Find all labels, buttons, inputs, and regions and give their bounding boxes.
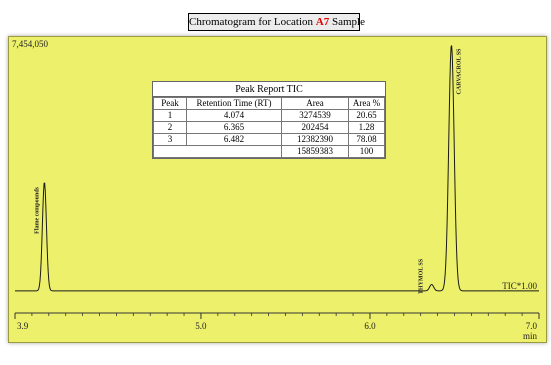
cell-total-area: 15859383 [281,145,349,158]
x-tick-label: 6.0 [364,321,376,331]
cell-total-blank [186,145,282,158]
chromatogram-frame: 7,454,050 3.9 5.0 6.0 7.0 Flame compounds TH… [8,36,547,343]
table-row: 2 6.365 202454 1.28 [153,121,385,134]
col-peak: Peak [153,97,187,110]
cell-peak: 1 [153,109,187,122]
cell-area: 3274539 [281,109,349,122]
cell-area-percent: 1.28 [348,121,385,134]
title-suffix: Sample [329,16,365,28]
cell-area: 202454 [281,121,349,134]
peak-label: CARVACROL SS [456,48,462,95]
series-label-tic: TIC*1.00 [502,281,537,291]
col-retention-time: Retention Time (RT) [186,97,282,110]
cell-total-percent: 100 [348,145,385,158]
x-tick-label: 3.9 [17,321,29,331]
table-row: 3 6.482 12382390 78.08 [153,133,385,146]
table-total-row: 15859383 100 [153,145,385,158]
peak-label: THYMOL SS [419,258,425,294]
cell-total-blank [153,145,187,158]
y-max-label: 7,454,050 [12,39,49,49]
cell-area: 12382390 [281,133,349,146]
cell-rt: 4.074 [186,109,282,122]
x-tick-label: 7.0 [526,321,538,331]
title-prefix: Chromatogram for Location [189,16,316,28]
x-axis-label: min [523,331,538,341]
col-area-percent: Area % [348,97,385,110]
col-area: Area [281,97,349,110]
title-location: A7 [315,16,330,28]
cell-rt: 6.365 [186,121,282,134]
tic-trace-line [15,45,539,292]
cell-rt: 6.482 [186,133,282,146]
chromatogram-plot: 7,454,050 3.9 5.0 6.0 7.0 Flame compounds TH… [12,39,540,341]
cell-peak: 3 [153,133,187,146]
peak-report-table: Peak Report TIC Peak Retention Time (RT)… [152,81,386,159]
cell-area-percent: 78.08 [348,133,385,146]
peak-report-header-row: Peak Retention Time (RT) Area Area % [153,97,385,110]
peak-label: Flame compounds [34,186,40,234]
cell-peak: 2 [153,121,187,134]
peak-report-title: Peak Report TIC [153,82,385,97]
table-row: 1 4.074 3274539 20.65 [153,109,385,122]
chart-title-box: Chromatogram for Location A7 Sample [188,13,365,31]
cell-area-percent: 20.65 [348,109,385,122]
x-tick-label: 5.0 [195,321,207,331]
